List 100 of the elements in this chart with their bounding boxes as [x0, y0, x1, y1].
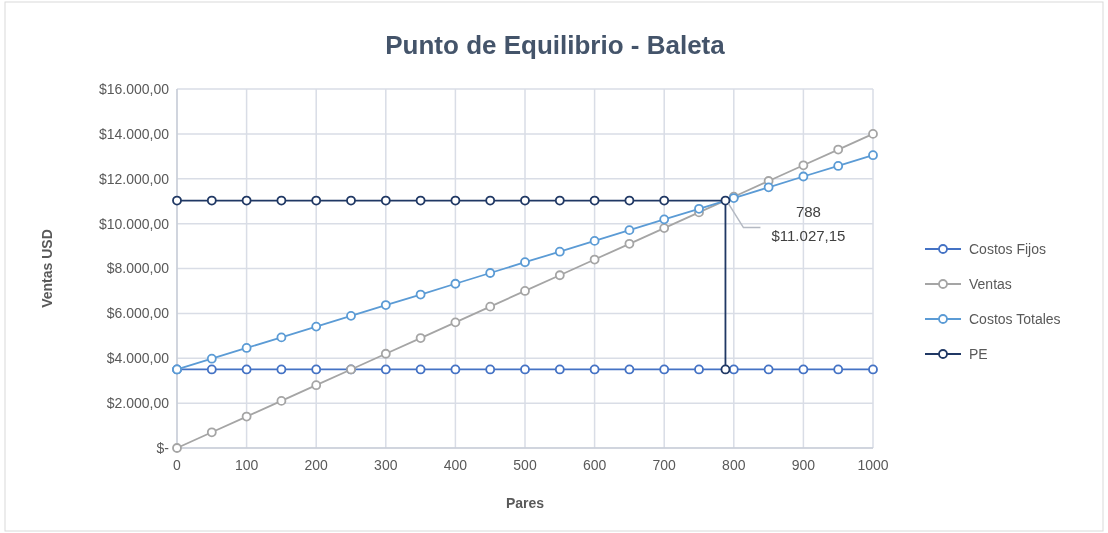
point: [833, 364, 844, 375]
point: [624, 238, 635, 249]
point: [694, 364, 704, 375]
point: [520, 364, 530, 375]
y-tick-label: $10.000,00: [98, 215, 170, 232]
point: [589, 236, 600, 246]
x-axis-title: Pares: [505, 495, 545, 511]
point: [241, 343, 252, 353]
legend-label: Ventas: [969, 275, 1012, 292]
point: [241, 411, 252, 422]
x-tick-label: 600: [582, 457, 607, 473]
point: [728, 364, 739, 375]
x-tick-label: 100: [234, 457, 259, 473]
point: [485, 195, 496, 206]
y-tick-label: $-: [156, 439, 170, 456]
point: [868, 150, 878, 161]
point: [798, 160, 809, 171]
point: [554, 270, 565, 281]
point: [520, 257, 530, 268]
y-tick-label: $16.000,00: [98, 80, 170, 97]
point: [415, 364, 426, 375]
point: [276, 364, 287, 375]
annotation: 788 $11.027,15: [771, 202, 846, 244]
point: [276, 332, 287, 343]
point: [380, 364, 391, 375]
point: [694, 203, 704, 214]
point: [520, 195, 530, 206]
point: [659, 214, 670, 225]
point: [798, 171, 809, 182]
y-tick-label: $2.000,00: [106, 395, 170, 412]
point: [720, 364, 731, 375]
point: [172, 443, 182, 453]
y-tick-label: $6.000,00: [106, 305, 170, 322]
point: [833, 161, 844, 171]
point: [206, 195, 217, 206]
point: [346, 195, 356, 206]
point: [554, 246, 565, 257]
y-tick-label: $8.000,00: [106, 260, 170, 277]
point: [172, 195, 182, 206]
point: [206, 364, 217, 375]
point: [659, 364, 670, 375]
x-tick-label: 1000: [857, 457, 889, 473]
legend-label: Costos Fijos: [969, 240, 1047, 257]
point: [659, 195, 670, 206]
point: [763, 182, 774, 193]
x-tick-label: 300: [374, 457, 398, 473]
y-tick-label: $14.000,00: [98, 125, 170, 142]
x-tick-label: 400: [443, 457, 468, 473]
point: [415, 289, 426, 300]
point: [311, 380, 322, 391]
point: [450, 195, 461, 206]
point: [276, 195, 287, 206]
point: [241, 195, 252, 206]
y-axis-title: Ventas USD: [39, 229, 55, 308]
legend-label: PE: [969, 345, 988, 362]
point: [485, 301, 496, 312]
point: [450, 278, 461, 289]
point: [415, 333, 426, 343]
point: [763, 364, 774, 375]
point: [624, 364, 635, 375]
point: [241, 364, 252, 375]
x-tick-label: 0: [173, 457, 182, 473]
chart-title: Punto de Equilibrio - Baleta: [385, 30, 726, 60]
point: [380, 348, 391, 359]
point: [624, 195, 635, 206]
point: [798, 364, 809, 375]
point: [380, 195, 391, 206]
point: [554, 195, 565, 206]
point: [311, 364, 322, 375]
x-tick-label: 700: [652, 457, 677, 473]
x-tick-label: 200: [304, 457, 329, 473]
y-tick-label: $12.000,00: [98, 170, 170, 187]
point: [485, 364, 496, 375]
point: [450, 317, 461, 328]
point: [833, 144, 844, 155]
point: [554, 364, 565, 375]
point: [720, 195, 731, 206]
point: [868, 364, 878, 375]
point: [311, 195, 322, 206]
point: [485, 268, 496, 278]
point: [206, 353, 217, 364]
x-tick-label: 800: [722, 457, 746, 473]
point: [589, 364, 600, 375]
point: [589, 254, 600, 265]
point: [346, 310, 356, 321]
point: [450, 364, 461, 375]
point: [520, 286, 530, 296]
point: [206, 427, 217, 438]
point: [415, 195, 426, 206]
point: [868, 128, 878, 139]
legend-label: Costos Totales: [969, 310, 1061, 327]
point: [380, 300, 391, 310]
point: [276, 395, 287, 406]
x-tick-label: 900: [791, 457, 816, 473]
point: [311, 321, 322, 332]
x-tick-label: 500: [513, 457, 537, 473]
point: [659, 223, 670, 234]
point: [589, 195, 600, 206]
point: [624, 225, 635, 236]
y-tick-label: $4.000,00: [106, 350, 170, 367]
